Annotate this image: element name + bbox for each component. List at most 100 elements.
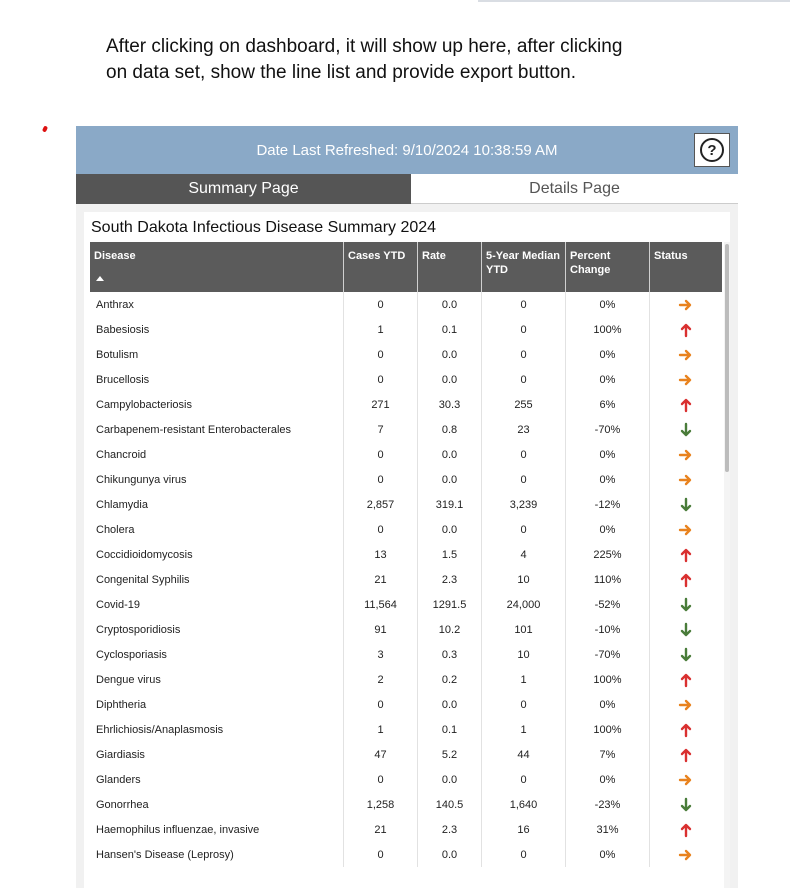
cell-cases-ytd: 0: [344, 292, 418, 317]
cell-percent-change: 0%: [566, 442, 650, 467]
table-row[interactable]: Brucellosis 0 0.0 0 0%: [90, 367, 722, 392]
arrow-right-icon: [678, 447, 694, 463]
cell-rate: 0.0: [418, 442, 482, 467]
cell-rate: 0.1: [418, 317, 482, 342]
cell-status: [650, 317, 722, 342]
column-header-median-ytd[interactable]: 5-Year Median YTD: [482, 242, 566, 292]
cell-cases-ytd: 1: [344, 717, 418, 742]
column-label-status: Status: [654, 250, 688, 262]
cell-status: [650, 492, 722, 517]
table-row[interactable]: Diphtheria 0 0.0 0 0%: [90, 692, 722, 717]
arrow-up-icon: [678, 722, 694, 738]
table-row[interactable]: Chancroid 0 0.0 0 0%: [90, 442, 722, 467]
table-row[interactable]: Carbapenem-resistant Enterobacterales 7 0.…: [90, 417, 722, 442]
cell-cases-ytd: 21: [344, 817, 418, 842]
column-header-cases-ytd[interactable]: Cases YTD: [344, 242, 418, 292]
table-row[interactable]: Congenital Syphilis 21 2.3 10 110%: [90, 567, 722, 592]
table-body: Anthrax 0 0.0 0 0% Babesiosis 1 0.1 0 100% Botulis…: [90, 292, 722, 867]
cell-cases-ytd: 0: [344, 842, 418, 867]
help-glyph: ?: [707, 141, 717, 159]
table-row[interactable]: Coccidioidomycosis 13 1.5 4 225%: [90, 542, 722, 567]
cell-median-ytd: 0: [482, 367, 566, 392]
table-row[interactable]: Cholera 0 0.0 0 0%: [90, 517, 722, 542]
table-row[interactable]: Babesiosis 1 0.1 0 100%: [90, 317, 722, 342]
cell-median-ytd: 16: [482, 817, 566, 842]
note-line-2: on data set, show the line list and prov…: [106, 62, 577, 83]
tab-summary-page[interactable]: Summary Page: [76, 174, 411, 204]
cell-rate: 0.0: [418, 767, 482, 792]
table-row[interactable]: Giardiasis 47 5.2 44 7%: [90, 742, 722, 767]
top-divider: [478, 0, 790, 2]
note-line-1: After clicking on dashboard, it will sho…: [106, 36, 623, 57]
arrow-right-icon: [678, 297, 694, 313]
table-row[interactable]: Haemophilus influenzae, invasive 21 2.3 16 3…: [90, 817, 722, 842]
column-header-rate[interactable]: Rate: [418, 242, 482, 292]
sort-ascending-icon[interactable]: [96, 276, 104, 281]
column-header-status[interactable]: Status: [650, 242, 722, 292]
column-header-disease[interactable]: Disease: [90, 242, 344, 292]
table-row[interactable]: Covid-19 11,564 1291.5 24,000 -52%: [90, 592, 722, 617]
cell-disease: Chlamydia: [90, 492, 344, 517]
cell-status: [650, 617, 722, 642]
scrollbar-thumb[interactable]: [725, 244, 729, 472]
help-button[interactable]: ?: [694, 133, 730, 167]
column-header-percent-change[interactable]: Percent Change: [566, 242, 650, 292]
table-row[interactable]: Chlamydia 2,857 319.1 3,239 -12%: [90, 492, 722, 517]
cell-rate: 0.2: [418, 667, 482, 692]
cell-status: [650, 642, 722, 667]
column-label-rate: Rate: [422, 250, 446, 262]
table-row[interactable]: Ehrlichiosis/Anaplasmosis 1 0.1 1 100%: [90, 717, 722, 742]
cell-disease: Carbapenem-resistant Enterobacterales: [90, 417, 344, 442]
cell-median-ytd: 3,239: [482, 492, 566, 517]
cell-rate: 0.0: [418, 517, 482, 542]
table-row[interactable]: Chikungunya virus 0 0.0 0 0%: [90, 467, 722, 492]
cell-cases-ytd: 91: [344, 617, 418, 642]
table-row[interactable]: Cyclosporiasis 3 0.3 10 -70%: [90, 642, 722, 667]
cell-cases-ytd: 0: [344, 442, 418, 467]
table-row[interactable]: Anthrax 0 0.0 0 0%: [90, 292, 722, 317]
cell-disease: Anthrax: [90, 292, 344, 317]
cell-status: [650, 717, 722, 742]
table-row[interactable]: Hansen's Disease (Leprosy) 0 0.0 0 0%: [90, 842, 722, 867]
table-row[interactable]: Campylobacteriosis 271 30.3 255 6%: [90, 392, 722, 417]
cell-disease: Cyclosporiasis: [90, 642, 344, 667]
table-row[interactable]: Glanders 0 0.0 0 0%: [90, 767, 722, 792]
cell-rate: 140.5: [418, 792, 482, 817]
cell-disease: Gonorrhea: [90, 792, 344, 817]
table-row[interactable]: Cryptosporidiosis 91 10.2 101 -10%: [90, 617, 722, 642]
table-row[interactable]: Botulism 0 0.0 0 0%: [90, 342, 722, 367]
arrow-down-icon: [678, 797, 694, 813]
cell-rate: 0.0: [418, 367, 482, 392]
tab-details-page[interactable]: Details Page: [411, 174, 738, 204]
arrow-right-icon: [678, 772, 694, 788]
cell-disease: Giardiasis: [90, 742, 344, 767]
arrow-up-icon: [678, 547, 694, 563]
cell-cases-ytd: 1: [344, 317, 418, 342]
cell-disease: Cholera: [90, 517, 344, 542]
cell-disease: Covid-19: [90, 592, 344, 617]
summary-panel: South Dakota Infectious Disease Summary …: [84, 212, 730, 888]
cell-status: [650, 667, 722, 692]
cell-median-ytd: 0: [482, 517, 566, 542]
cell-percent-change: -23%: [566, 792, 650, 817]
cell-percent-change: 100%: [566, 667, 650, 692]
cell-disease: Babesiosis: [90, 317, 344, 342]
cell-status: [650, 517, 722, 542]
cell-cases-ytd: 0: [344, 467, 418, 492]
arrow-up-icon: [678, 397, 694, 413]
cell-disease: Campylobacteriosis: [90, 392, 344, 417]
arrow-down-icon: [678, 647, 694, 663]
cell-status: [650, 692, 722, 717]
cell-rate: 0.0: [418, 342, 482, 367]
cell-cases-ytd: 2: [344, 667, 418, 692]
arrow-right-icon: [678, 372, 694, 388]
cell-percent-change: 100%: [566, 317, 650, 342]
scrollbar-track[interactable]: [724, 242, 730, 888]
cell-median-ytd: 1: [482, 717, 566, 742]
cell-median-ytd: 255: [482, 392, 566, 417]
cell-status: [650, 742, 722, 767]
table-row[interactable]: Gonorrhea 1,258 140.5 1,640 -23%: [90, 792, 722, 817]
cell-percent-change: 6%: [566, 392, 650, 417]
table-row[interactable]: Dengue virus 2 0.2 1 100%: [90, 667, 722, 692]
cell-percent-change: 0%: [566, 692, 650, 717]
